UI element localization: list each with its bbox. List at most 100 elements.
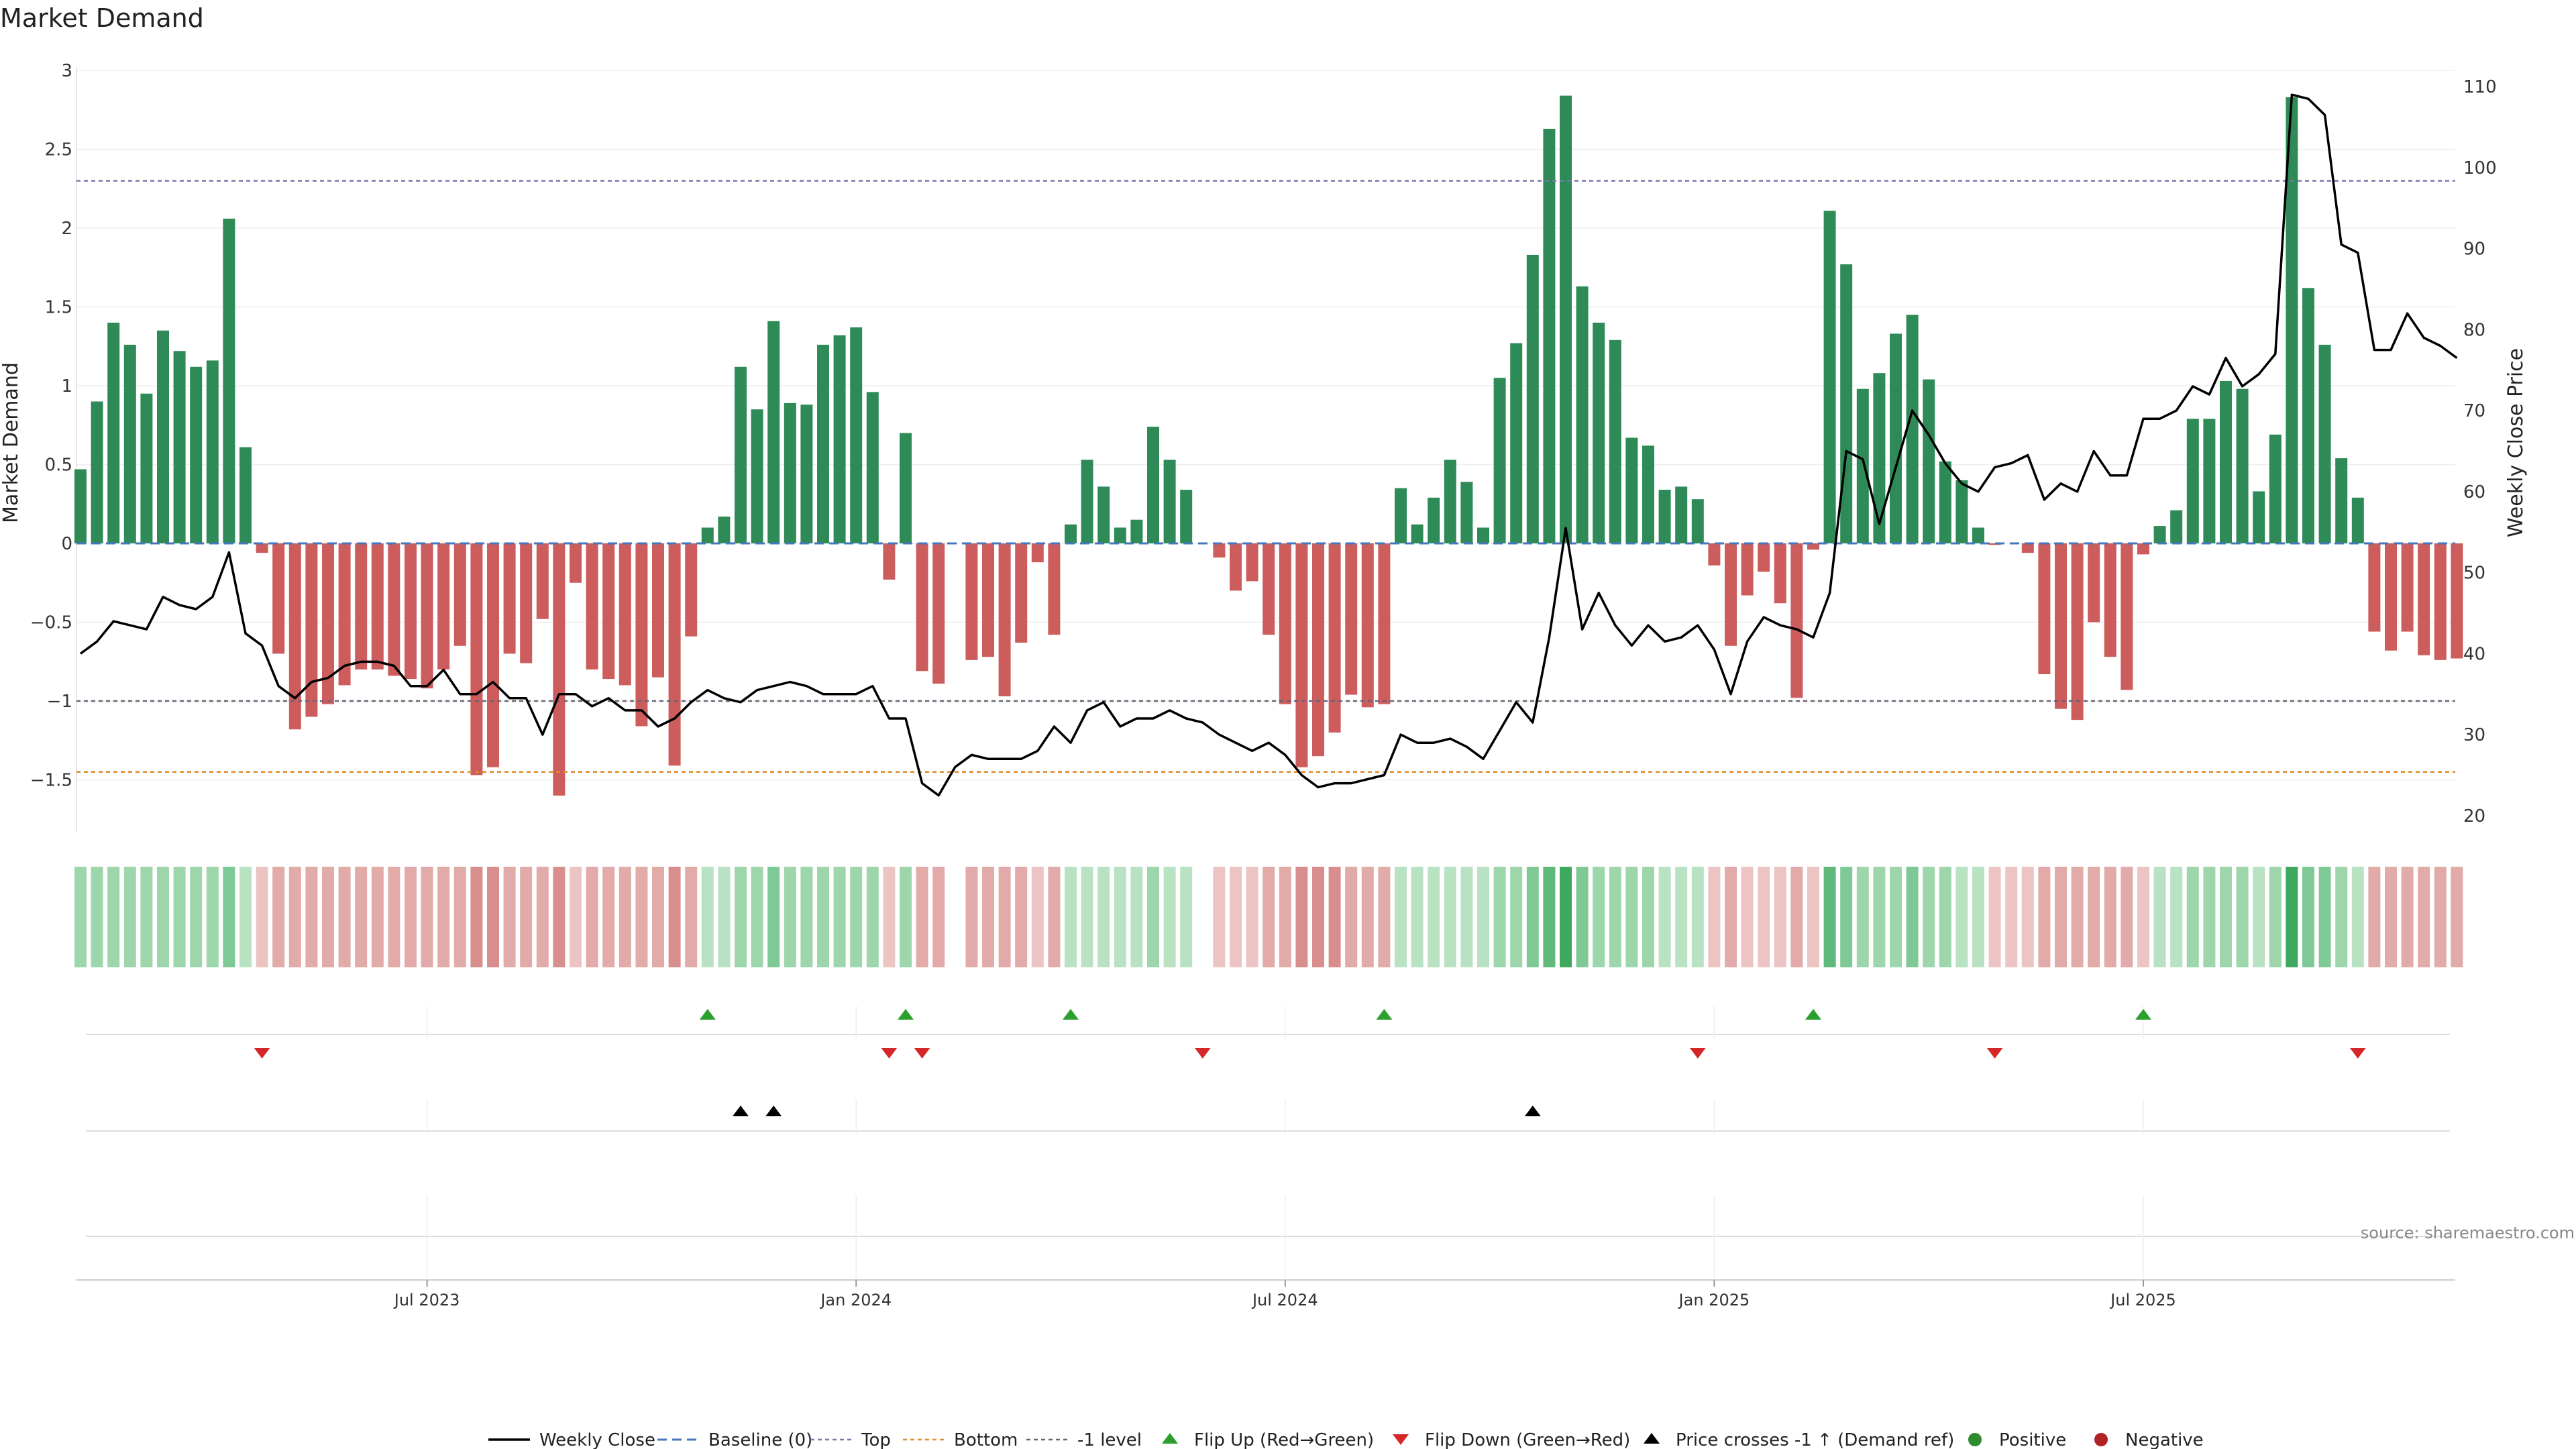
strip-cell-positive <box>1180 867 1193 967</box>
strip-cell-negative <box>1708 867 1721 967</box>
strip-cell-positive <box>1395 867 1407 967</box>
positive-bar <box>800 405 813 543</box>
strip-cell-positive <box>1609 867 1621 967</box>
signal-panels <box>86 1006 2450 1279</box>
strip-cell-positive <box>1675 867 1688 967</box>
strip-cell-positive <box>107 867 120 967</box>
negative-bar <box>453 543 466 646</box>
price-cross-marker <box>733 1106 749 1116</box>
x-tick-labels: Jul 2023 Jan 2024 Jul 2024 Jan 2025 Jul 2025 <box>76 1279 2455 1309</box>
strip-cell-negative <box>2055 867 2067 967</box>
flip-up-marker <box>699 1009 716 1020</box>
negative-bar <box>652 543 664 678</box>
positive-bar <box>1691 499 1704 543</box>
positive-bar <box>1510 343 1523 543</box>
negative-bar <box>2104 543 2116 657</box>
positive-bar <box>2335 458 2348 543</box>
positive-bar <box>701 527 714 543</box>
strip-cell-negative <box>2005 867 2018 967</box>
strip-cell-negative <box>1312 867 1324 967</box>
strip-cell-negative <box>487 867 499 967</box>
positive-bar <box>2253 491 2265 543</box>
x-tick-label: Jan 2025 <box>1678 1291 1750 1309</box>
legend-label: Bottom <box>954 1430 1018 1449</box>
strip-cell-negative <box>1807 867 1819 967</box>
positive-bar <box>190 366 203 543</box>
negative-bar <box>586 543 598 669</box>
negative-bar <box>570 543 582 583</box>
y2-tick-label: 20 <box>2463 806 2485 826</box>
positive-bar <box>2186 419 2199 543</box>
strip-cell-positive <box>2153 867 2166 967</box>
legend-label: Price crosses -1 ↑ (Demand ref) <box>1676 1430 1954 1449</box>
y-tick-label: 3 <box>61 61 72 81</box>
strip-cell-positive <box>1906 867 1919 967</box>
strip-cell-positive <box>239 867 252 967</box>
strip-cell-negative <box>2385 867 2397 967</box>
positive-bar <box>751 409 763 543</box>
strip-cell-positive <box>1411 867 1424 967</box>
y-tick-label: −0.5 <box>30 612 72 633</box>
flip-up-marker <box>1805 1009 1821 1020</box>
strip-cell-negative <box>1015 867 1028 967</box>
strip-cell-negative <box>470 867 483 967</box>
y-tick-label: −1.5 <box>30 770 72 790</box>
x-tick-label: Jul 2024 <box>1251 1291 1318 1309</box>
positive-bar <box>91 401 103 543</box>
negative-bar <box>2451 543 2463 659</box>
price-line-layer <box>79 93 2458 797</box>
negative-bar <box>1279 543 1291 704</box>
legend-label: -1 level <box>1077 1430 1142 1449</box>
positive-bar <box>1097 486 1110 543</box>
strip-cell-negative <box>668 867 681 967</box>
strip-cell-positive <box>900 867 912 967</box>
negative-bar <box>2088 543 2100 623</box>
positive-bar <box>1609 339 1621 543</box>
strip-cell-positive <box>2203 867 2216 967</box>
y2-tick-label: 40 <box>2463 644 2485 664</box>
flip-down-marker <box>914 1048 930 1059</box>
strip-cell-positive <box>2286 867 2298 967</box>
y-tick-label: 1 <box>61 376 72 396</box>
negative-bar <box>405 543 417 680</box>
positive-bar <box>833 335 846 543</box>
negative-bar <box>1807 543 1819 550</box>
strip-cell-positive <box>123 867 136 967</box>
positive-bar <box>1625 437 1638 543</box>
y2-tick-label: 60 <box>2463 482 2485 502</box>
y2-tick-label: 110 <box>2463 77 2497 97</box>
positive-bar <box>900 433 912 543</box>
flip-down-marker <box>1194 1048 1211 1059</box>
positive-bar <box>2170 510 2183 543</box>
negative-bar <box>272 543 285 654</box>
strip-cell-positive <box>1460 867 1473 967</box>
positive-bar <box>866 392 879 543</box>
strip-cell-negative <box>570 867 582 967</box>
negative-bar <box>305 543 318 717</box>
legend-label: Flip Up (Red→Green) <box>1194 1430 1374 1449</box>
negative-bar <box>520 543 533 663</box>
positive-bar <box>735 366 747 543</box>
negative-bar <box>1988 543 2001 545</box>
positive-bar <box>817 344 829 543</box>
negative-bar <box>982 543 994 657</box>
negative-bar <box>1031 543 1044 563</box>
strip-cell-positive <box>1477 867 1489 967</box>
strip-cell-negative <box>1790 867 1803 967</box>
strip-cell-positive <box>1560 867 1572 967</box>
strip-cell-negative <box>1263 867 1275 967</box>
negative-bar <box>288 543 301 730</box>
y-tick-label: −1 <box>47 692 72 712</box>
strip-cell-negative <box>2451 867 2463 967</box>
negative-bar <box>1015 543 1028 643</box>
strip-cell-negative <box>2368 867 2381 967</box>
strip-cell-negative <box>2137 867 2149 967</box>
strip-cell-positive <box>866 867 879 967</box>
negative-bar <box>1295 543 1308 767</box>
strip-cell-positive <box>1444 867 1456 967</box>
y-axis-label: Market Demand <box>0 362 23 523</box>
positive-bar <box>74 469 87 543</box>
strip-cell-positive <box>1576 867 1589 967</box>
strip-cell-positive <box>157 867 169 967</box>
strip-cell-negative <box>965 867 978 967</box>
